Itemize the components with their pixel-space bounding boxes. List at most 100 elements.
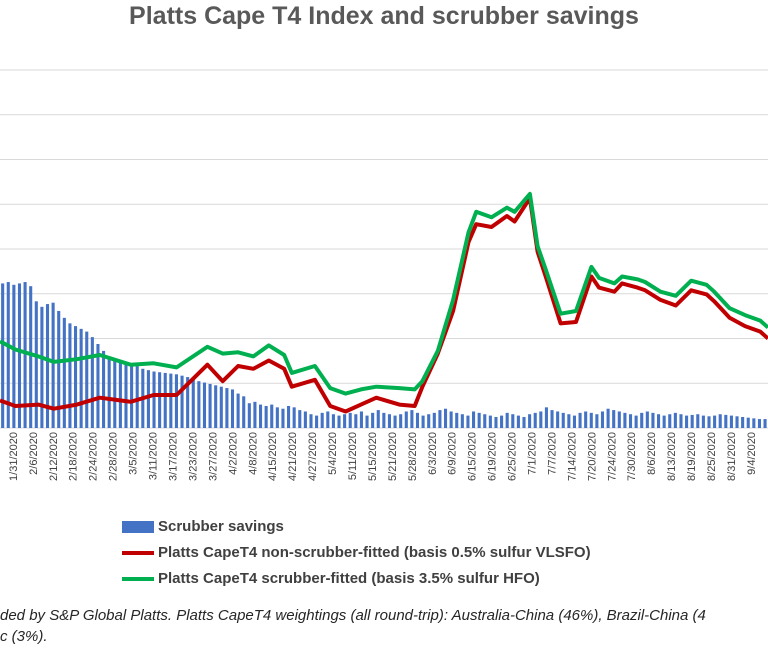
bar-scrubber-savings [180, 375, 184, 428]
bar-scrubber-savings [309, 414, 313, 428]
bar-scrubber-savings [561, 412, 565, 428]
bar-scrubber-savings [612, 410, 616, 428]
bar-scrubber-savings [96, 344, 100, 428]
bar-scrubber-savings [230, 389, 235, 428]
bar-scrubber-savings [494, 416, 498, 428]
bar-scrubber-savings [757, 419, 761, 428]
x-tick-label: 2/6/2020 [28, 432, 40, 475]
bar-scrubber-savings [438, 410, 442, 428]
bar-scrubber-savings [130, 364, 134, 428]
x-tick-label: 4/2/2020 [227, 432, 239, 475]
bar-scrubber-savings [640, 412, 644, 428]
bar-scrubber-savings [118, 361, 122, 428]
bar-scrubber-savings [202, 382, 207, 428]
bar-scrubber-savings [343, 414, 347, 428]
bar-scrubber-savings [735, 416, 739, 428]
bar-scrubber-savings [73, 326, 78, 428]
x-tick-label: 8/31/2020 [726, 432, 738, 481]
bar-scrubber-savings [528, 414, 532, 428]
x-tick-label: 3/27/2020 [207, 432, 219, 481]
bar-scrubber-savings [399, 414, 403, 428]
x-tick-label: 5/4/2020 [327, 432, 339, 475]
bar-scrubber-savings [281, 408, 285, 428]
bar-scrubber-savings [685, 415, 689, 428]
bar-scrubber-savings [146, 370, 150, 428]
bar-scrubber-savings [79, 328, 83, 428]
bar-scrubber-savings [191, 378, 195, 428]
bar-scrubber-savings [572, 415, 576, 428]
x-tick-label: 6/3/2020 [427, 432, 439, 475]
bar-scrubber-savings [707, 416, 711, 428]
bar-scrubber-savings [387, 414, 392, 428]
bar-scrubber-savings [371, 412, 375, 428]
bar-scrubber-savings [657, 414, 661, 428]
bar-scrubber-savings [225, 388, 229, 428]
bar-scrubber-savings [62, 317, 66, 428]
bar-scrubber-savings [679, 414, 683, 428]
x-tick-label: 5/11/2020 [347, 432, 359, 480]
bar-scrubber-savings [511, 414, 515, 428]
bar-scrubber-savings [472, 411, 476, 428]
bar-series-scrubber-savings [1, 282, 767, 428]
legend-swatch-bar [122, 521, 154, 533]
bar-scrubber-savings [500, 415, 504, 428]
bar-scrubber-savings [169, 373, 173, 428]
bar-scrubber-savings [242, 396, 246, 428]
bar-scrubber-savings [287, 405, 291, 428]
bar-scrubber-savings [550, 410, 554, 428]
bar-scrubber-savings [505, 412, 509, 428]
bar-scrubber-savings [90, 337, 94, 428]
x-tick-label: 3/23/2020 [187, 432, 199, 481]
bar-scrubber-savings [544, 407, 548, 428]
x-tick-label: 2/12/2020 [48, 432, 60, 481]
bar-scrubber-savings [522, 416, 526, 428]
x-tick-label: 2/28/2020 [108, 432, 120, 481]
x-tick-label: 2/18/2020 [68, 432, 80, 481]
x-tick-label: 4/21/2020 [287, 432, 299, 481]
bar-scrubber-savings [455, 412, 459, 428]
legend-swatch-red [122, 551, 154, 555]
bar-scrubber-savings [34, 301, 38, 428]
bar-scrubber-savings [382, 412, 386, 428]
bar-scrubber-savings [449, 411, 453, 428]
footnote-line-1: ded by S&P Global Platts. Platts CapeT4 … [0, 607, 706, 624]
bar-scrubber-savings [516, 415, 520, 428]
bar-scrubber-savings [741, 416, 745, 428]
bar-scrubber-savings [337, 415, 341, 428]
bar-scrubber-savings [163, 372, 167, 428]
bar-scrubber-savings [23, 282, 27, 428]
bar-scrubber-savings [253, 401, 257, 428]
bar-scrubber-savings [113, 360, 117, 428]
x-tick-label: 1/31/2020 [8, 432, 20, 481]
bar-scrubber-savings [275, 407, 279, 428]
x-tick-label: 4/15/2020 [267, 432, 279, 481]
chart-plot: 1/31/2020 2/6/2020 2/12/2020 2/18/2020 2/24/… [0, 69, 768, 481]
bar-scrubber-savings [651, 412, 655, 428]
x-tick-label: 7/30/2020 [626, 432, 638, 481]
bar-scrubber-savings [701, 415, 705, 428]
bar-scrubber-savings [589, 412, 593, 428]
bar-scrubber-savings [488, 415, 492, 428]
bar-scrubber-savings [718, 414, 722, 428]
bar-scrubber-savings [174, 374, 178, 428]
x-tick-label: 7/24/2020 [606, 432, 618, 481]
x-tick-label: 6/15/2020 [467, 432, 479, 481]
bar-scrubber-savings [236, 393, 240, 428]
bar-scrubber-savings [696, 414, 700, 428]
bar-scrubber-savings [124, 363, 128, 428]
bar-scrubber-savings [410, 410, 414, 428]
bar-scrubber-savings [763, 419, 767, 428]
x-tick-label: 6/19/2020 [487, 432, 499, 481]
bar-scrubber-savings [746, 417, 750, 428]
bar-scrubber-savings [567, 414, 571, 428]
bar-scrubber-savings [68, 323, 72, 428]
bar-scrubber-savings [365, 415, 369, 428]
bar-scrubber-savings [303, 411, 307, 428]
bar-scrubber-savings [427, 414, 431, 428]
line-scrubber-fitted [0, 191, 768, 396]
bar-scrubber-savings [135, 366, 139, 428]
line-series [0, 191, 768, 414]
bar-scrubber-savings [152, 371, 156, 428]
x-tick-label: 3/5/2020 [128, 432, 140, 475]
bar-scrubber-savings [197, 381, 201, 428]
